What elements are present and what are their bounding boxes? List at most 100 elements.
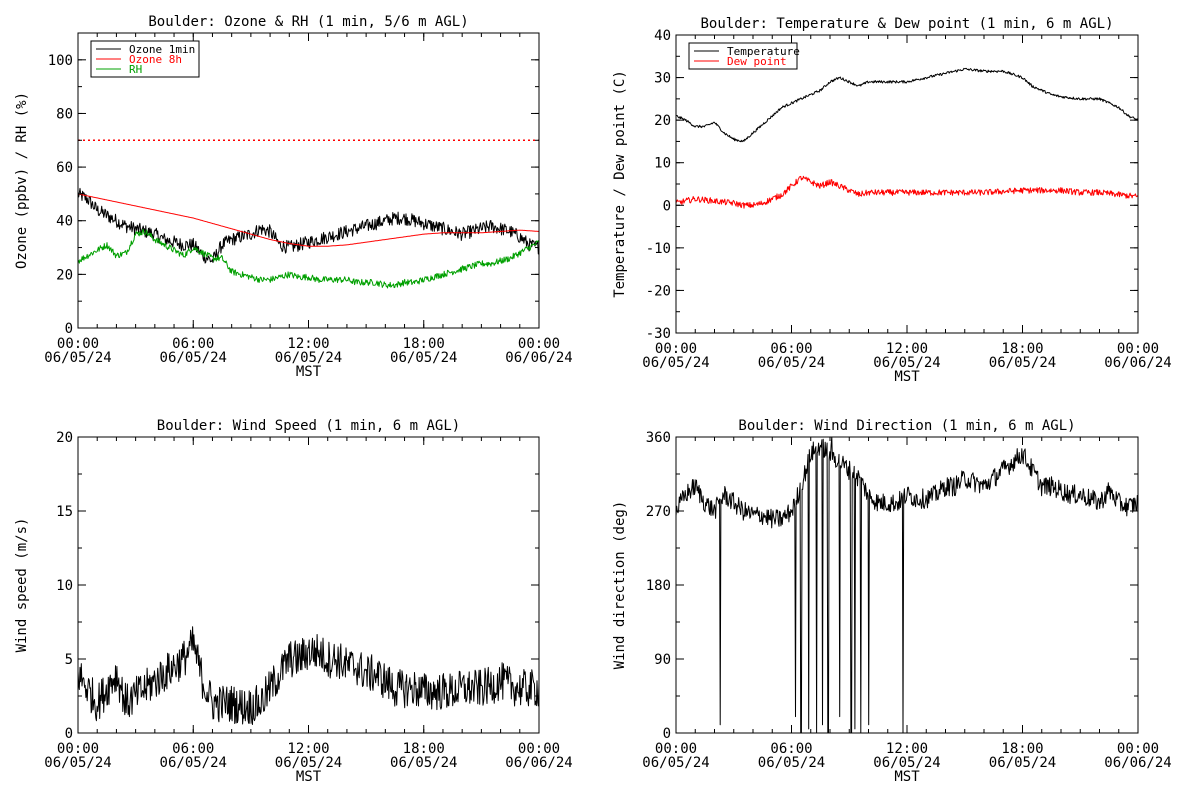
x-tick-time-label: 00:00 — [57, 741, 99, 757]
chart-panel-3: Boulder: Wind Speed (1 min, 6 m AGL) 0 5 10… — [14, 418, 573, 785]
plot-area — [676, 437, 1138, 733]
y-tick-label: 180 — [646, 578, 671, 594]
legend-box — [688, 42, 798, 70]
x-tick-time-label: 18:00 — [1001, 741, 1043, 757]
y-tick-label: 80 — [56, 106, 73, 122]
plot-area — [78, 139, 539, 289]
plot-area — [676, 67, 1138, 209]
x-tick-date-label: 06/05/24 — [160, 350, 227, 366]
x-tick-time-label: 00:00 — [518, 336, 560, 352]
y-tick-label: -30 — [646, 326, 671, 342]
chart-title: Boulder: Ozone & RH (1 min, 5/6 m AGL) — [148, 14, 468, 30]
plot-frame — [675, 436, 1139, 734]
y-tick-label: 20 — [56, 430, 73, 446]
x-tick-time-label: 06:00 — [770, 341, 812, 357]
chart-panel-2: Boulder: Temperature & Dew point (1 min,… — [612, 16, 1172, 385]
y-tick-label: 40 — [56, 214, 73, 230]
x-tick-time-label: 00:00 — [518, 741, 560, 757]
x-tick-date-label: 06/05/24 — [642, 355, 709, 371]
x-tick-time-label: 12:00 — [886, 741, 928, 757]
x-tick-date-label: 06/05/24 — [275, 755, 342, 771]
x-tick-date-label: 06/05/24 — [44, 755, 111, 771]
x-tick-date-label: 06/05/24 — [989, 355, 1056, 371]
y-tick-label: 90 — [654, 652, 671, 668]
x-tick-date-label: 06/05/24 — [390, 755, 457, 771]
y-tick-label: 40 — [654, 28, 671, 44]
x-tick-time-label: 12:00 — [287, 336, 329, 352]
x-tick-date-label: 06/05/24 — [642, 755, 709, 771]
x-tick-date-label: 06/05/24 — [44, 350, 111, 366]
x-tick-time-label: 18:00 — [403, 336, 445, 352]
y-tick-label: 360 — [646, 430, 671, 446]
x-tick-date-label: 06/05/24 — [873, 355, 940, 371]
x-tick-time-label: 00:00 — [1117, 341, 1159, 357]
y-tick-label: 0 — [663, 198, 671, 214]
plot-area — [78, 626, 539, 725]
series-line-1 — [676, 67, 1138, 143]
y-tick-label: 10 — [654, 156, 671, 172]
series-line-2 — [676, 175, 1138, 209]
x-tick-date-label: 06/05/24 — [758, 755, 825, 771]
x-tick-date-label: 06/05/24 — [989, 755, 1056, 771]
chart-title: Boulder: Wind Speed (1 min, 6 m AGL) — [157, 418, 460, 434]
y-axis-label: Wind speed (m/s) — [14, 518, 30, 653]
x-tick-date-label: 06/05/24 — [390, 350, 457, 366]
x-tick-time-label: 12:00 — [287, 741, 329, 757]
y-axis-label: Wind direction (deg) — [612, 501, 628, 670]
x-tick-date-label: 06/05/24 — [275, 350, 342, 366]
y-axis-label: Ozone (ppbv) / RH (%) — [14, 92, 30, 269]
series-line-1 — [78, 187, 539, 264]
y-tick-label: 5 — [65, 652, 73, 668]
legend-label: Dew point — [727, 55, 787, 68]
x-tick-time-label: 00:00 — [655, 741, 697, 757]
x-tick-time-label: 12:00 — [886, 341, 928, 357]
x-tick-time-label: 18:00 — [403, 741, 445, 757]
y-tick-label: 10 — [56, 578, 73, 594]
x-tick-date-label: 06/06/24 — [1104, 755, 1171, 771]
chart-panel-1: Boulder: Ozone & RH (1 min, 5/6 m AGL) 0 2… — [14, 14, 573, 380]
x-tick-time-label: 06:00 — [770, 741, 812, 757]
legend-label: Ozone 8h — [129, 53, 182, 66]
y-tick-label: -20 — [646, 283, 671, 299]
x-tick-time-label: 18:00 — [1001, 341, 1043, 357]
x-tick-time-label: 06:00 — [172, 741, 214, 757]
y-tick-label: 60 — [56, 160, 73, 176]
series-line-1 — [78, 626, 539, 725]
x-tick-time-label: 00:00 — [655, 341, 697, 357]
y-tick-label: 20 — [56, 267, 73, 283]
y-tick-label: 0 — [663, 726, 671, 742]
y-tick-label: 0 — [65, 726, 73, 742]
chart-panel-4: Boulder: Wind Direction (1 min, 6 m AGL)… — [612, 418, 1172, 785]
y-tick-label: 20 — [654, 113, 671, 129]
y-tick-label: 15 — [56, 504, 73, 520]
series-line-3 — [78, 228, 539, 289]
x-tick-date-label: 06/05/24 — [758, 355, 825, 371]
x-tick-time-label: 06:00 — [172, 336, 214, 352]
plot-frame — [675, 34, 1139, 334]
x-tick-date-label: 06/06/24 — [505, 755, 572, 771]
x-tick-date-label: 06/06/24 — [505, 350, 572, 366]
x-axis-label: MST — [296, 769, 322, 785]
y-tick-label: 100 — [48, 53, 73, 69]
y-tick-label: 0 — [65, 321, 73, 337]
series-line-1 — [676, 437, 1138, 733]
legend-label: Ozone 1min — [129, 43, 195, 56]
y-axis-label: Temperature / Dew point (C) — [612, 70, 628, 298]
x-tick-time-label: 00:00 — [1117, 741, 1159, 757]
y-tick-label: -10 — [646, 241, 671, 257]
x-axis-label: MST — [296, 364, 322, 380]
x-tick-date-label: 06/05/24 — [873, 755, 940, 771]
chart-title: Boulder: Wind Direction (1 min, 6 m AGL) — [738, 418, 1075, 434]
series-line-2 — [78, 193, 539, 247]
legend-label: RH — [129, 63, 142, 76]
x-axis-label: MST — [894, 369, 920, 385]
legend-label: Temperature — [727, 45, 800, 58]
chart-title: Boulder: Temperature & Dew point (1 min,… — [700, 16, 1113, 32]
x-axis-label: MST — [894, 769, 920, 785]
y-tick-label: 30 — [654, 71, 671, 87]
x-tick-date-label: 06/05/24 — [160, 755, 227, 771]
x-tick-time-label: 00:00 — [57, 336, 99, 352]
y-tick-label: 270 — [646, 504, 671, 520]
x-tick-date-label: 06/06/24 — [1104, 355, 1171, 371]
